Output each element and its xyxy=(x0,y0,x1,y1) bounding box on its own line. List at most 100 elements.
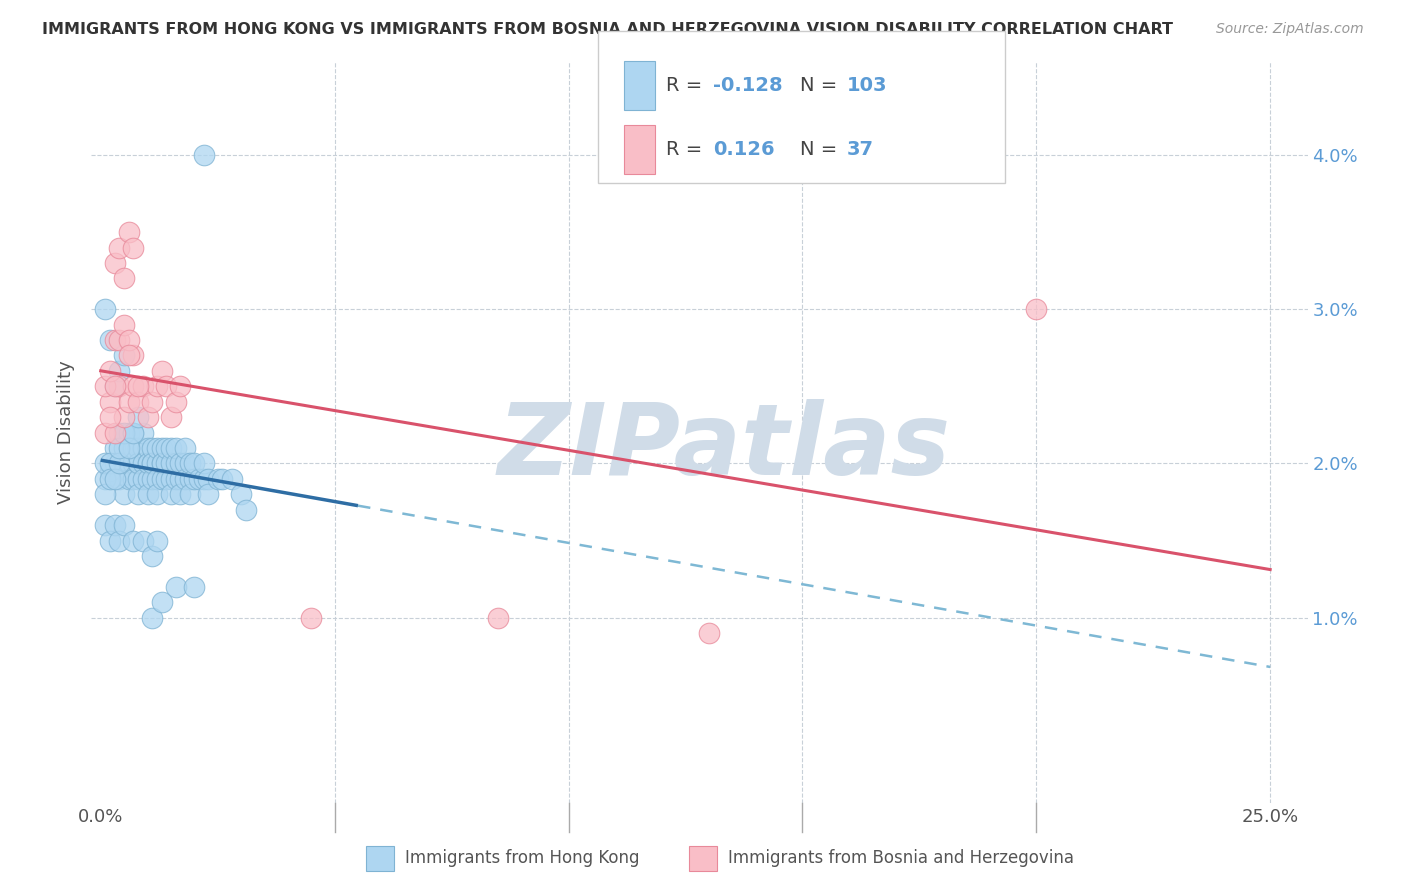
Text: 37: 37 xyxy=(846,140,873,160)
Point xyxy=(183,457,205,471)
Point xyxy=(193,457,215,471)
Point xyxy=(165,441,187,455)
Point xyxy=(94,518,117,533)
Point xyxy=(122,349,145,363)
Point xyxy=(141,457,163,471)
Point xyxy=(179,472,201,486)
Point xyxy=(132,441,155,455)
Point xyxy=(112,518,135,533)
Point xyxy=(486,611,509,625)
Text: ZIPatlas: ZIPatlas xyxy=(498,399,950,496)
Point xyxy=(118,394,141,409)
Point xyxy=(127,379,149,393)
Point xyxy=(108,364,131,378)
Point xyxy=(165,457,187,471)
Point xyxy=(193,148,215,162)
Point xyxy=(112,410,135,425)
Point xyxy=(174,441,197,455)
Point xyxy=(183,580,205,594)
Point xyxy=(146,472,169,486)
Point xyxy=(169,487,191,501)
Point xyxy=(104,379,127,393)
Point xyxy=(127,472,149,486)
Point xyxy=(108,240,131,255)
Point xyxy=(104,425,127,440)
Point xyxy=(207,472,229,486)
Point xyxy=(118,425,141,440)
Point xyxy=(141,394,163,409)
Point xyxy=(160,457,183,471)
Point xyxy=(104,441,127,455)
Text: -0.128: -0.128 xyxy=(713,76,783,95)
Point xyxy=(104,457,127,471)
Point xyxy=(160,472,183,486)
Point xyxy=(155,457,177,471)
Point xyxy=(136,487,159,501)
Point xyxy=(165,580,187,594)
Point xyxy=(174,472,197,486)
Point xyxy=(127,487,149,501)
Point xyxy=(122,472,145,486)
Point xyxy=(146,533,169,548)
Point xyxy=(146,487,169,501)
Point xyxy=(122,240,145,255)
Point xyxy=(169,457,191,471)
Point xyxy=(165,472,187,486)
Point xyxy=(136,410,159,425)
Text: IMMIGRANTS FROM HONG KONG VS IMMIGRANTS FROM BOSNIA AND HERZEGOVINA VISION DISAB: IMMIGRANTS FROM HONG KONG VS IMMIGRANTS … xyxy=(42,22,1173,37)
Point xyxy=(94,472,117,486)
Point xyxy=(160,410,183,425)
Point xyxy=(211,472,233,486)
Point xyxy=(108,425,131,440)
Point xyxy=(193,472,215,486)
Point xyxy=(98,394,121,409)
Text: 0.126: 0.126 xyxy=(713,140,775,160)
Point xyxy=(150,364,173,378)
Text: Source: ZipAtlas.com: Source: ZipAtlas.com xyxy=(1216,22,1364,37)
Point xyxy=(122,457,145,471)
Point xyxy=(112,318,135,332)
Point xyxy=(299,611,322,625)
Point xyxy=(127,394,149,409)
Point xyxy=(150,441,173,455)
Point xyxy=(235,502,257,516)
Point xyxy=(150,457,173,471)
Point xyxy=(229,487,252,501)
Point xyxy=(188,472,211,486)
Point xyxy=(122,379,145,393)
Point xyxy=(94,487,117,501)
Point xyxy=(132,379,155,393)
Point xyxy=(112,487,135,501)
Point xyxy=(94,457,117,471)
Point xyxy=(141,611,163,625)
Point xyxy=(127,410,149,425)
Point xyxy=(98,533,121,548)
Point xyxy=(1025,302,1047,317)
Point xyxy=(118,225,141,239)
Y-axis label: Vision Disability: Vision Disability xyxy=(58,360,76,505)
Point xyxy=(141,549,163,563)
Point xyxy=(118,349,141,363)
Point xyxy=(122,425,145,440)
Point xyxy=(108,441,131,455)
Point xyxy=(94,302,117,317)
Point xyxy=(165,394,187,409)
Point xyxy=(118,333,141,347)
Point xyxy=(108,457,131,471)
Point xyxy=(127,441,149,455)
Point xyxy=(112,425,135,440)
Point xyxy=(179,487,201,501)
Point xyxy=(98,410,121,425)
Point xyxy=(150,472,173,486)
Point xyxy=(183,472,205,486)
Point xyxy=(94,425,117,440)
Text: 103: 103 xyxy=(846,76,887,95)
Point xyxy=(155,441,177,455)
Point xyxy=(122,533,145,548)
Point xyxy=(112,271,135,285)
Point xyxy=(98,364,121,378)
Point xyxy=(104,518,127,533)
Point xyxy=(108,472,131,486)
Point xyxy=(146,441,169,455)
Point xyxy=(127,457,149,471)
